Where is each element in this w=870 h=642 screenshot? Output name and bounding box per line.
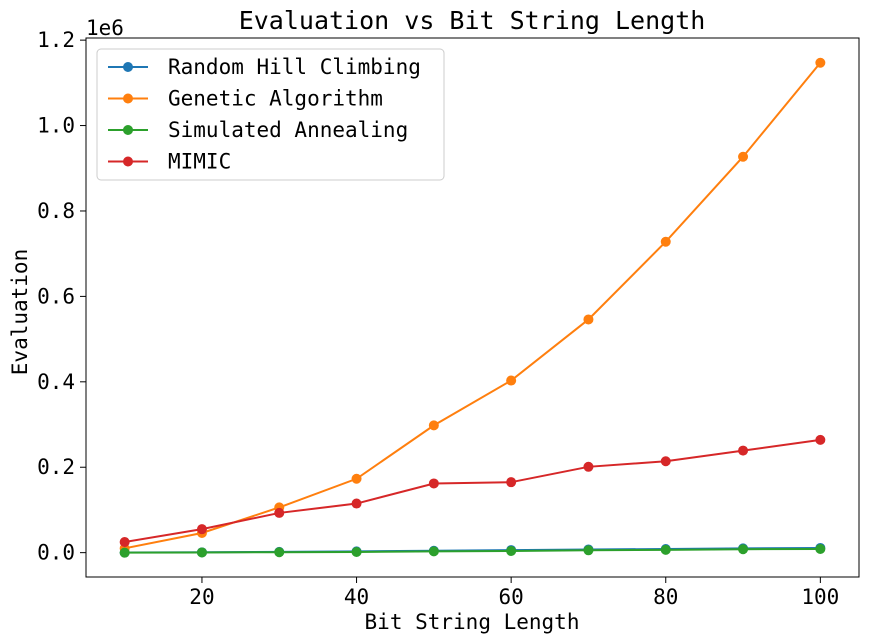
y-tick-label: 0.2 bbox=[37, 455, 75, 479]
series-mimic bbox=[119, 434, 826, 547]
y-axis: 0.0 0.2 0.4 0.6 0.8 1.0 1.2 bbox=[37, 28, 86, 565]
legend-item-mimic: MIMIC bbox=[108, 150, 231, 174]
data-point-genetic-algorithm bbox=[738, 151, 749, 162]
y-tick-label: 0.4 bbox=[37, 370, 75, 394]
data-point-mimic bbox=[119, 536, 130, 547]
data-point-mimic bbox=[351, 498, 362, 509]
y-tick-label: 0.8 bbox=[37, 199, 75, 223]
legend-marker bbox=[123, 125, 133, 135]
data-point-simulated-annealing bbox=[351, 547, 362, 558]
data-point-genetic-algorithm bbox=[351, 473, 362, 484]
data-point-simulated-annealing bbox=[119, 547, 130, 558]
x-tick-label: 20 bbox=[189, 585, 214, 609]
legend: Random Hill Climbing Genetic Algorithm Sim… bbox=[96, 48, 445, 181]
x-tick-label: 100 bbox=[801, 585, 839, 609]
data-point-simulated-annealing bbox=[274, 547, 285, 558]
data-point-simulated-annealing bbox=[583, 545, 594, 556]
legend-item-genetic-algorithm: Genetic Algorithm bbox=[108, 87, 383, 111]
y-axis-offset-label: 1e6 bbox=[86, 16, 124, 40]
legend-item-simulated-annealing: Simulated Annealing bbox=[108, 118, 408, 142]
x-tick-label: 80 bbox=[653, 585, 678, 609]
plot-area bbox=[119, 57, 826, 558]
legend-box bbox=[96, 48, 445, 181]
data-point-mimic bbox=[428, 478, 439, 489]
data-point-mimic bbox=[738, 445, 749, 456]
series-line-mimic bbox=[124, 438, 821, 543]
data-point-mimic bbox=[660, 456, 671, 467]
data-point-genetic-algorithm bbox=[815, 57, 826, 68]
data-point-simulated-annealing bbox=[660, 544, 671, 555]
data-point-genetic-algorithm bbox=[583, 314, 594, 325]
x-tick-label: 60 bbox=[499, 585, 524, 609]
data-point-mimic bbox=[506, 477, 517, 488]
legend-label: Random Hill Climbing bbox=[168, 55, 421, 79]
x-axis-label: Bit String Length bbox=[365, 610, 580, 634]
data-point-simulated-annealing bbox=[428, 546, 439, 557]
chart-title: Evaluation vs Bit String Length bbox=[239, 6, 706, 35]
data-point-simulated-annealing bbox=[506, 545, 517, 556]
legend-item-random-hill-climbing: Random Hill Climbing bbox=[108, 55, 421, 79]
x-axis: 20 40 60 80 100 bbox=[189, 577, 839, 609]
legend-label: Genetic Algorithm bbox=[168, 87, 383, 111]
data-point-mimic bbox=[815, 434, 826, 445]
legend-marker bbox=[123, 62, 133, 72]
y-axis-label: Evaluation bbox=[8, 249, 32, 375]
plot-frame bbox=[85, 37, 860, 578]
legend-marker bbox=[123, 93, 133, 104]
series-line-simulated-annealing bbox=[124, 548, 821, 554]
data-point-simulated-annealing bbox=[196, 547, 207, 558]
legend-marker bbox=[123, 156, 133, 167]
y-tick-label: 0.0 bbox=[37, 541, 75, 565]
y-tick-label: 1.0 bbox=[37, 114, 75, 138]
y-tick-label: 0.6 bbox=[37, 284, 75, 308]
data-point-mimic bbox=[196, 524, 207, 535]
data-point-mimic bbox=[583, 461, 594, 472]
data-point-genetic-algorithm bbox=[660, 236, 671, 247]
legend-label: Simulated Annealing bbox=[168, 118, 408, 142]
data-point-genetic-algorithm bbox=[506, 375, 517, 386]
x-tick-label: 40 bbox=[344, 585, 369, 609]
data-point-genetic-algorithm bbox=[428, 420, 439, 431]
legend-label: MIMIC bbox=[168, 150, 231, 174]
data-point-mimic bbox=[274, 507, 285, 518]
series-simulated-annealing bbox=[119, 544, 826, 558]
y-tick-label: 1.2 bbox=[37, 28, 75, 52]
data-point-simulated-annealing bbox=[815, 544, 826, 555]
data-point-simulated-annealing bbox=[738, 544, 749, 555]
